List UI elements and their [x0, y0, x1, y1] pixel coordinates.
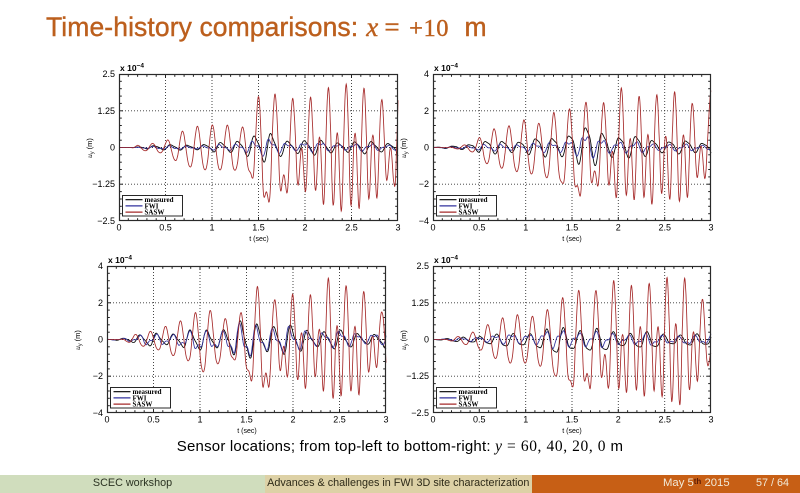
- svg-text:0: 0: [110, 143, 115, 153]
- svg-text:FWI: FWI: [145, 202, 159, 210]
- svg-text:−1.25: −1.25: [92, 179, 115, 189]
- svg-text:3: 3: [708, 223, 713, 233]
- svg-text:0: 0: [424, 335, 429, 345]
- svg-text:x 10−4: x 10−4: [434, 63, 458, 74]
- svg-text:0.5: 0.5: [159, 223, 172, 233]
- svg-text:uy (m): uy (m): [73, 330, 84, 350]
- svg-text:x 10−4: x 10−4: [108, 255, 132, 266]
- svg-text:measured: measured: [133, 388, 162, 396]
- svg-text:−2: −2: [93, 371, 103, 381]
- svg-text:4: 4: [424, 69, 429, 79]
- svg-text:1.5: 1.5: [252, 223, 265, 233]
- svg-text:1.25: 1.25: [97, 106, 115, 116]
- svg-text:0: 0: [116, 223, 121, 233]
- svg-text:0.5: 0.5: [473, 415, 486, 425]
- svg-text:2.5: 2.5: [102, 69, 115, 79]
- svg-text:1: 1: [523, 415, 528, 425]
- svg-text:SASW: SASW: [459, 401, 479, 409]
- svg-text:4: 4: [98, 261, 103, 271]
- svg-text:2.5: 2.5: [345, 223, 358, 233]
- svg-text:2.5: 2.5: [658, 223, 671, 233]
- svg-text:SASW: SASW: [145, 209, 165, 217]
- svg-text:−2: −2: [419, 179, 429, 189]
- svg-text:uy (m): uy (m): [399, 330, 410, 350]
- svg-text:1: 1: [209, 223, 214, 233]
- svg-text:measured: measured: [145, 196, 174, 204]
- svg-text:t (sec): t (sec): [562, 428, 581, 435]
- svg-text:0.5: 0.5: [147, 415, 160, 425]
- svg-text:2: 2: [98, 298, 103, 308]
- svg-text:1: 1: [523, 223, 528, 233]
- svg-text:3: 3: [383, 415, 388, 425]
- svg-text:FWI: FWI: [459, 394, 473, 402]
- svg-text:x 10−4: x 10−4: [120, 63, 144, 74]
- svg-text:2.5: 2.5: [658, 415, 671, 425]
- svg-text:2.5: 2.5: [333, 415, 346, 425]
- svg-text:3: 3: [395, 223, 400, 233]
- svg-text:SASW: SASW: [133, 401, 153, 409]
- svg-text:−2.5: −2.5: [97, 216, 115, 226]
- svg-text:1.5: 1.5: [240, 415, 253, 425]
- svg-text:2: 2: [290, 415, 295, 425]
- svg-text:0: 0: [430, 223, 435, 233]
- svg-text:0: 0: [98, 335, 103, 345]
- svg-text:t (sec): t (sec): [237, 428, 256, 435]
- svg-text:0: 0: [430, 415, 435, 425]
- svg-text:2: 2: [616, 223, 621, 233]
- svg-text:−2.5: −2.5: [411, 408, 429, 418]
- svg-text:t (sec): t (sec): [562, 236, 581, 243]
- svg-text:x 10−4: x 10−4: [434, 255, 458, 266]
- svg-text:2.5: 2.5: [416, 261, 429, 271]
- svg-text:2: 2: [616, 415, 621, 425]
- svg-text:measured: measured: [459, 196, 488, 204]
- svg-text:3: 3: [708, 415, 713, 425]
- svg-text:1: 1: [197, 415, 202, 425]
- svg-text:FWI: FWI: [133, 394, 147, 402]
- svg-text:0.5: 0.5: [473, 223, 486, 233]
- svg-text:FWI: FWI: [459, 202, 473, 210]
- svg-text:−4: −4: [419, 216, 429, 226]
- svg-text:1.25: 1.25: [411, 298, 429, 308]
- svg-text:0: 0: [104, 415, 109, 425]
- svg-text:2: 2: [424, 106, 429, 116]
- svg-text:−1.25: −1.25: [406, 371, 429, 381]
- svg-text:0: 0: [424, 143, 429, 153]
- svg-text:uy (m): uy (m): [85, 138, 96, 158]
- svg-text:uy (m): uy (m): [399, 138, 410, 158]
- svg-text:t (sec): t (sec): [249, 236, 268, 243]
- svg-text:measured: measured: [459, 388, 488, 396]
- svg-text:1.5: 1.5: [566, 415, 579, 425]
- svg-text:−4: −4: [93, 408, 103, 418]
- svg-text:SASW: SASW: [459, 209, 479, 217]
- svg-text:2: 2: [302, 223, 307, 233]
- svg-text:1.5: 1.5: [566, 223, 579, 233]
